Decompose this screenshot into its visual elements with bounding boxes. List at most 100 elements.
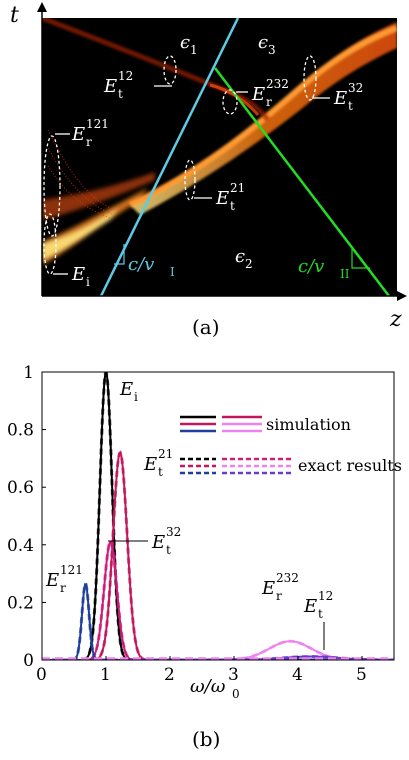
x-tick-label: 1 bbox=[100, 665, 111, 685]
plot-frame bbox=[41, 371, 395, 661]
svg-text:3: 3 bbox=[268, 43, 276, 57]
series-sim-Et21 bbox=[42, 451, 394, 660]
legend-simulation: simulation bbox=[266, 415, 351, 434]
svg-text:r: r bbox=[86, 135, 92, 149]
curve-label-Er232: E r 232 bbox=[261, 571, 299, 603]
svg-text:E: E bbox=[103, 76, 117, 97]
t-axis-arrow bbox=[37, 2, 47, 12]
svg-text:t: t bbox=[230, 199, 235, 213]
svg-text:232: 232 bbox=[276, 571, 299, 585]
x-tick-label: 2 bbox=[164, 665, 175, 685]
svg-text:E: E bbox=[151, 532, 165, 553]
y-tick-label: 0 bbox=[23, 651, 34, 671]
curve-label-Er121: E r 121 bbox=[45, 563, 83, 595]
svg-text:i: i bbox=[86, 275, 90, 289]
series-exact-Ei bbox=[42, 372, 394, 660]
y-tick-label: 0.4 bbox=[7, 536, 34, 556]
x-tick-label: 0 bbox=[36, 665, 47, 685]
curve-label-Et12: E t 12 bbox=[303, 589, 333, 650]
boundary-line-II bbox=[214, 67, 390, 296]
svg-text:E: E bbox=[71, 264, 85, 285]
svg-text:21: 21 bbox=[158, 447, 173, 461]
curve-label-Et32: E t 32 bbox=[108, 525, 181, 557]
svg-text:ω/ω: ω/ω bbox=[190, 676, 226, 697]
svg-text:E: E bbox=[71, 124, 85, 145]
svg-text:II: II bbox=[340, 267, 350, 281]
label-Et12: E t 12 bbox=[103, 69, 133, 101]
svg-text:ϵ: ϵ bbox=[180, 32, 190, 53]
angle-marker-I bbox=[114, 244, 125, 265]
svg-text:t: t bbox=[166, 543, 171, 557]
svg-text:121: 121 bbox=[60, 563, 83, 577]
svg-text:r: r bbox=[276, 589, 282, 603]
svg-text:E: E bbox=[143, 454, 157, 475]
caption-b: (b) bbox=[192, 727, 220, 751]
region-eps3: ϵ 3 bbox=[258, 32, 276, 57]
curve-label-Et21: E t 21 bbox=[143, 447, 173, 479]
svg-text:i: i bbox=[134, 390, 138, 404]
svg-text:232: 232 bbox=[266, 77, 289, 91]
legend: simulation exact results bbox=[180, 415, 402, 475]
svg-text:c/v: c/v bbox=[298, 256, 324, 277]
svg-text:E: E bbox=[215, 188, 229, 209]
label-Er232: E r 232 bbox=[251, 77, 289, 109]
svg-text:t: t bbox=[348, 99, 353, 113]
svg-text:E: E bbox=[119, 379, 133, 400]
svg-text:121: 121 bbox=[86, 117, 109, 131]
svg-text:E: E bbox=[45, 570, 59, 591]
series-exact-Et21 bbox=[42, 450, 394, 660]
svg-text:32: 32 bbox=[166, 525, 181, 539]
y-tick-label: 0.8 bbox=[7, 421, 34, 441]
svg-text:0: 0 bbox=[232, 687, 240, 701]
label-Et32: E t 32 bbox=[333, 81, 363, 113]
svg-text:32: 32 bbox=[348, 81, 363, 95]
svg-text:2: 2 bbox=[245, 257, 253, 271]
label-Et21: E t 21 bbox=[215, 181, 245, 213]
speed-label-I: c/v I bbox=[128, 254, 175, 279]
svg-text:1: 1 bbox=[190, 43, 198, 57]
transmitted-beam bbox=[128, 22, 397, 215]
svg-text:12: 12 bbox=[318, 589, 333, 603]
svg-text:I: I bbox=[170, 265, 175, 279]
svg-text:r: r bbox=[60, 581, 66, 595]
y-tick-label: 0.6 bbox=[7, 478, 34, 498]
z-axis-arrow bbox=[397, 291, 407, 301]
svg-text:12: 12 bbox=[118, 69, 133, 83]
svg-text:c/v: c/v bbox=[128, 254, 154, 275]
svg-text:r: r bbox=[266, 95, 272, 109]
reflected-fringes bbox=[47, 129, 116, 219]
svg-text:ϵ: ϵ bbox=[235, 246, 245, 267]
spacetime-field bbox=[42, 18, 397, 296]
angle-marker-II bbox=[351, 246, 370, 269]
x-tick-label: 5 bbox=[356, 665, 367, 685]
t-axis-label: t bbox=[10, 3, 19, 28]
incident-beam bbox=[42, 172, 155, 265]
svg-text:t: t bbox=[118, 87, 123, 101]
series-sim-Et32 bbox=[42, 540, 394, 660]
svg-text:E: E bbox=[251, 84, 265, 105]
axis-ticks: 0 1 2 3 4 500.20.40.60.81 bbox=[7, 363, 367, 685]
x-tick-label: 3 bbox=[228, 665, 239, 685]
caption-a: (a) bbox=[192, 315, 220, 339]
label-Ei: E i bbox=[71, 264, 90, 289]
svg-text:E: E bbox=[303, 596, 317, 617]
z-axis-label: z bbox=[389, 307, 402, 332]
x-axis-label: ω/ω 0 bbox=[190, 676, 240, 701]
x-tick-label: 4 bbox=[292, 665, 303, 685]
region-eps1: ϵ 1 bbox=[180, 32, 198, 57]
y-tick-label: 1 bbox=[23, 363, 34, 383]
svg-text:t: t bbox=[318, 607, 323, 621]
panel-b: 0 1 2 3 4 500.20.40.60.81 simulation exact re… bbox=[7, 363, 402, 751]
legend-exact: exact results bbox=[298, 456, 402, 475]
svg-text:t: t bbox=[158, 465, 163, 479]
svg-text:21: 21 bbox=[230, 181, 245, 195]
region-eps2: ϵ 2 bbox=[235, 246, 253, 271]
svg-text:ϵ: ϵ bbox=[258, 32, 268, 53]
svg-text:E: E bbox=[261, 578, 275, 599]
faint-beam-12 bbox=[42, 18, 270, 122]
label-Er121: E r 121 bbox=[71, 117, 109, 149]
annotation-leaders bbox=[53, 85, 330, 275]
y-tick-label: 0.2 bbox=[7, 593, 34, 613]
panel-a: E t 12 E r 232 E t 32 E r 121 E t 21 E i bbox=[10, 2, 407, 339]
